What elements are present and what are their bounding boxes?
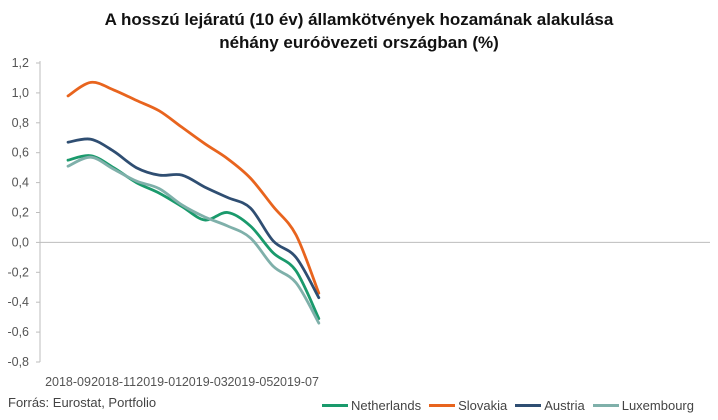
legend-item-netherlands: Netherlands [322,398,421,413]
source-note: Forrás: Eurostat, Portfolio [8,395,157,410]
x-tick-label: 2019-07 [273,375,319,389]
y-tick-label: -0,6 [7,325,29,339]
legend-label-netherlands: Netherlands [351,397,422,413]
legend-label-austria: Austria [544,397,585,413]
series-line-luxembourg [66,155,321,325]
chart-title-line-1: A hosszú lejáratú (10 év) államkötvények… [104,10,614,29]
legend-item-slovakia: Slovakia [429,398,507,413]
legend-swatch-slovakia [429,403,456,407]
x-tick-label: 2019-03 [182,375,228,389]
x-tick-label: 2018-09 [45,375,91,389]
y-tick-label: -0,8 [7,355,29,369]
series-line-austria [66,137,321,300]
y-tick-label: 0,8 [12,116,29,130]
chart-legend: Netherlands Slovakia Austria Luxembourg [322,397,702,413]
chart-title-line-2: néhány euróövezeti országban (%) [219,33,499,52]
legend-swatch-austria [515,403,542,407]
x-tick-label: 2018-11 [91,375,136,389]
y-tick-label: 0,6 [12,146,29,160]
chart-title: A hosszú lejáratú (10 év) államkötvények… [0,8,718,54]
y-tick-label: -0,4 [7,295,29,309]
series-line-slovakia [66,80,321,295]
legend-label-slovakia: Slovakia [458,397,508,413]
y-tick-label: 0,0 [12,235,29,249]
y-tick-label: -0,2 [7,265,29,279]
legend-item-austria: Austria [515,397,585,413]
legend-swatch-luxembourg [592,403,619,407]
y-tick-label: 1,0 [12,86,29,100]
legend-swatch-netherlands [322,403,348,407]
y-tick-label: 0,4 [12,176,29,190]
x-tick-label: 2019-05 [227,375,273,389]
x-tick-label: 2019-01 [136,375,182,389]
y-tick-label: 1,2 [12,56,29,70]
legend-item-luxembourg: Luxembourg [592,397,694,413]
legend-label-luxembourg: Luxembourg [621,397,694,413]
y-tick-label: 0,2 [12,206,29,220]
